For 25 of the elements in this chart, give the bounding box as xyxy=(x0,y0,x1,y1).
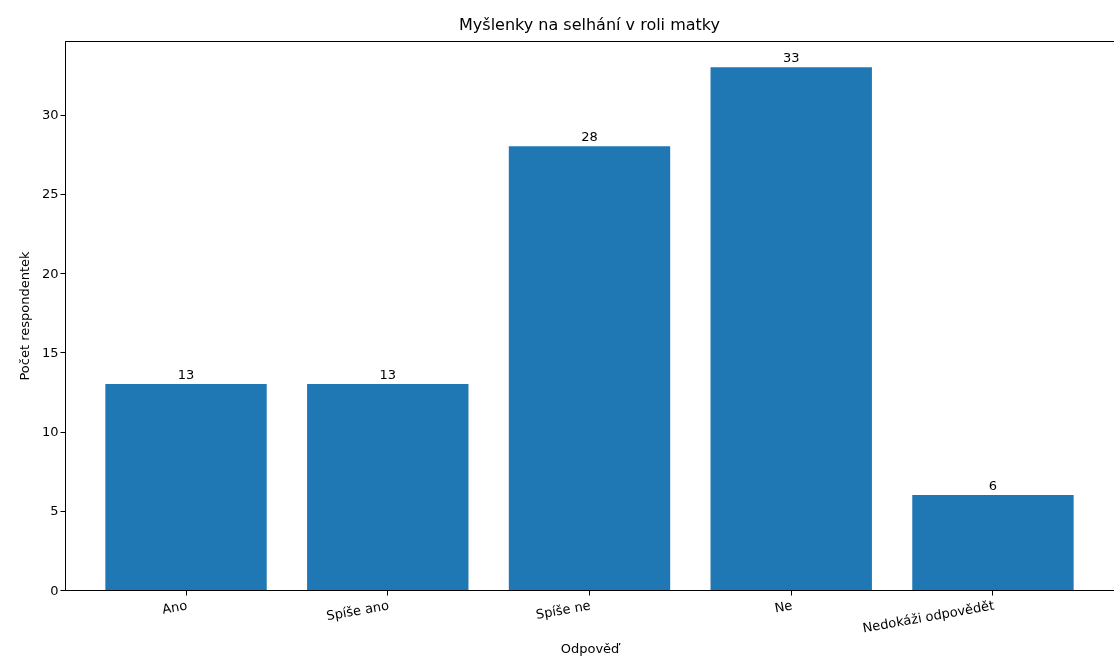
y-tick-label: 0 xyxy=(50,582,59,598)
y-tick-label: 10 xyxy=(41,424,59,440)
y-tick-label: 20 xyxy=(41,265,59,281)
bar xyxy=(912,494,1074,590)
bar xyxy=(508,146,671,590)
data-label: 13 xyxy=(379,367,397,383)
y-tick-label: 25 xyxy=(41,186,59,202)
data-label: 6 xyxy=(988,477,998,493)
x-tick-label: Nedokáži odpovědět xyxy=(861,597,996,636)
x-tick-label: Spíše ano xyxy=(325,597,391,624)
data-label: 33 xyxy=(782,50,800,66)
x-tick-label: Ano xyxy=(160,597,189,617)
bar xyxy=(710,67,872,590)
x-tick-label: Ne xyxy=(773,597,794,616)
data-label: 28 xyxy=(581,129,598,145)
bar xyxy=(105,384,267,590)
x-axis-title: Odpověď xyxy=(560,641,622,657)
bar xyxy=(307,384,469,590)
chart-title: Myšlenky na selhání v roli matky xyxy=(459,15,720,34)
y-tick-label: 5 xyxy=(50,503,59,519)
data-label: 13 xyxy=(177,367,195,383)
y-tick-label: 30 xyxy=(41,107,59,123)
y-tick-label: 15 xyxy=(41,344,59,360)
y-axis-title: Počet respondentek xyxy=(16,250,32,381)
x-tick-label: Spíše ne xyxy=(534,597,592,622)
